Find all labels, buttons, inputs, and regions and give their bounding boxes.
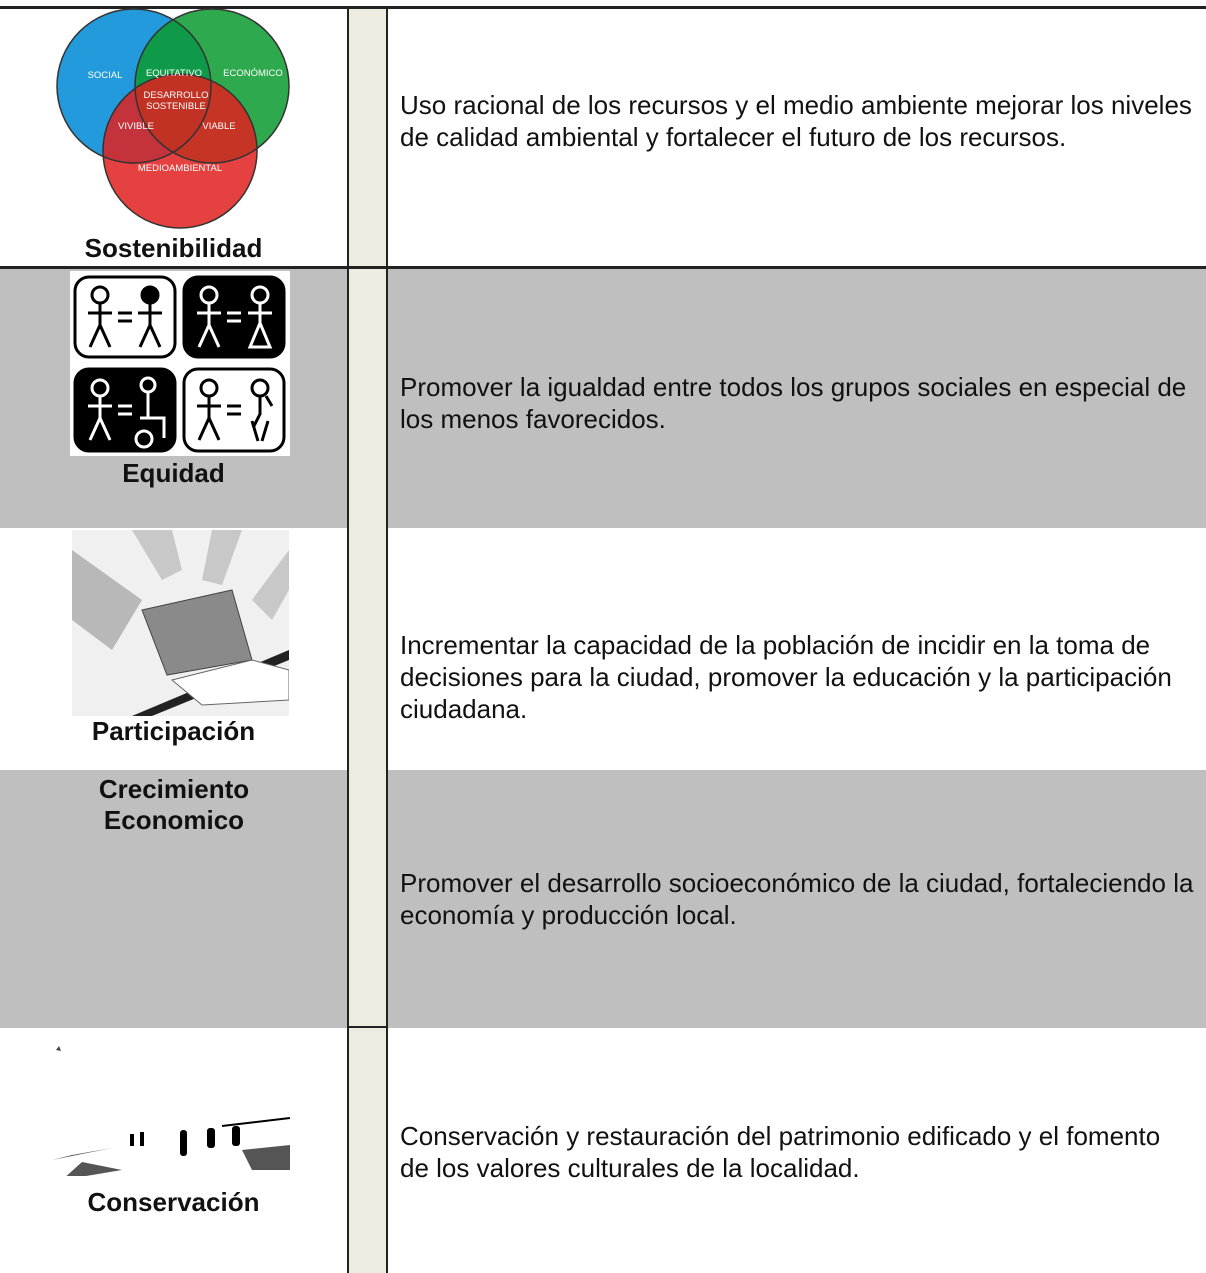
venn-label: DESARROLLO [144,90,209,101]
row-label: Sostenibilidad [84,233,263,263]
row-description: Incrementar la capacidad de la población… [400,630,1172,724]
venn-diagram: SOCIAL EQUITATIVO ECONÓMICO DESARROLLO S… [56,8,290,229]
participation-image [72,530,289,716]
border [0,6,1206,9]
circle-outline [56,8,212,164]
conservation-image [52,1046,291,1176]
row-description: Promover la igualdad entre todos los gru… [400,372,1187,434]
separator-column [347,8,388,1273]
row-label: Crecimiento Economico [74,774,274,836]
row-description: Conservación y restauración del patrimon… [400,1121,1161,1183]
border [0,266,1206,269]
arch [130,1134,134,1146]
row-description: Uso racional de los recursos y el medio … [400,90,1192,152]
icon-box [182,275,286,359]
figures [88,285,274,442]
row-description: Promover el desarrollo socioeconómico de… [400,868,1194,930]
row-label: Conservación [87,1187,260,1217]
hand [170,659,289,706]
ground [52,1145,290,1176]
border [347,1026,387,1028]
sleeve [72,550,142,650]
arch [232,1126,240,1146]
icon-box [182,367,286,453]
venn-label: SOSTENIBLE [146,101,206,112]
label-line: Crecimiento [98,774,250,804]
row-label: Equidad [122,458,225,488]
label-line: Economico [103,805,245,835]
venn-label: SOCIAL [88,70,123,81]
venn-label: ECONÓMICO [223,68,283,79]
venn-label: MEDIOAMBIENTAL [138,163,222,174]
icon-box [73,275,177,359]
venn-label: EQUITATIVO [146,68,202,79]
row-label: Participación [91,716,256,746]
speck [56,1046,61,1051]
sleeves [132,530,289,620]
arch [180,1130,187,1156]
line [221,1117,291,1127]
icon-box [73,367,177,453]
venn-label: VIABLE [202,121,235,132]
figures [88,285,273,449]
circle-outline [102,73,258,229]
circle-outline [134,8,290,164]
venn-label: VIVIBLE [118,121,154,132]
equity-icons [70,271,290,456]
arch [207,1128,215,1148]
row-bg [0,770,1206,1028]
circle [103,74,257,228]
arch [140,1132,144,1146]
